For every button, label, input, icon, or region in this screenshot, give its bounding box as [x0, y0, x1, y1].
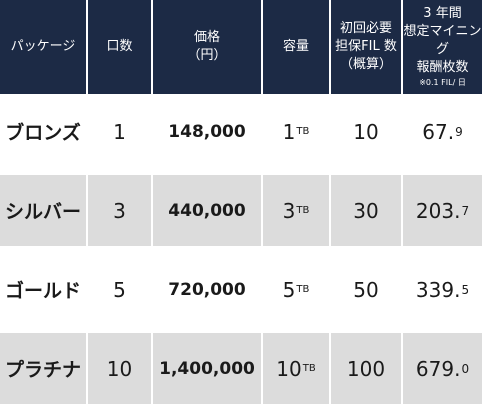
row-bronze-reward-dec: 9	[455, 124, 463, 139]
header-units: 口数	[88, 0, 151, 94]
row-gold-fil: 50	[331, 254, 401, 325]
row-separator	[88, 248, 151, 252]
row-silver-capacity: 3 TB	[263, 175, 329, 246]
row-gold-reward-dec: 5	[461, 282, 470, 297]
row-gold-units: 5	[88, 254, 151, 325]
row-separator	[88, 327, 151, 331]
row-platinum-reward: 679. 0	[403, 333, 482, 404]
row-separator	[153, 169, 261, 173]
row-bronze-reward: 67. 9	[403, 96, 482, 167]
header-price: 価格 （円）	[153, 0, 261, 94]
row-gold-reward: 339. 5	[403, 254, 482, 325]
row-bronze-fil: 10	[331, 96, 401, 167]
row-silver-units: 3	[88, 175, 151, 246]
row-silver-reward-dec: 7	[461, 203, 470, 218]
header-reward-note: ※0.1 FIL/ 日	[419, 78, 466, 87]
row-separator	[153, 248, 261, 252]
row-bronze-capacity-value: 1	[282, 119, 296, 144]
row-platinum-name: プラチナ	[0, 333, 86, 404]
row-separator	[403, 169, 482, 173]
row-separator	[0, 248, 86, 252]
row-separator	[263, 327, 329, 331]
header-capacity: 容量	[263, 0, 329, 94]
row-silver-reward: 203. 7	[403, 175, 482, 246]
row-separator	[331, 248, 401, 252]
header-units-label: 口数	[106, 39, 133, 54]
header-capacity-label: 容量	[282, 39, 309, 54]
row-platinum-capacity-value: 10	[276, 356, 302, 381]
row-platinum-fil: 100	[331, 333, 401, 404]
row-separator	[403, 248, 482, 252]
row-platinum-price: 1,400,000	[153, 333, 261, 404]
header-price-line2: （円）	[187, 48, 227, 63]
header-reward: 3 年間 想定マイニング 報酬枚数 ※0.1 FIL/ 日	[403, 0, 482, 94]
header-reward-line3: 報酬枚数	[416, 60, 469, 75]
row-silver-price: 440,000	[153, 175, 261, 246]
row-silver-fil: 30	[331, 175, 401, 246]
row-separator	[403, 327, 482, 331]
row-separator	[263, 169, 329, 173]
row-platinum-reward-int: 679.	[415, 356, 461, 381]
row-bronze-capacity-unit: TB	[296, 126, 310, 137]
row-platinum-capacity: 10 TB	[263, 333, 329, 404]
row-separator	[0, 169, 86, 173]
row-silver-capacity-unit: TB	[296, 205, 310, 216]
row-platinum-units: 10	[88, 333, 151, 404]
row-gold-capacity: 5 TB	[263, 254, 329, 325]
header-fil: 初回必要 担保FIL 数 （概算）	[331, 0, 401, 94]
row-bronze-name: ブロンズ	[0, 96, 86, 167]
row-gold-capacity-unit: TB	[296, 284, 310, 295]
row-separator	[331, 327, 401, 331]
header-fil-line2: 担保FIL 数	[335, 39, 397, 54]
row-silver-reward-int: 203.	[415, 198, 461, 223]
row-bronze-price: 148,000	[153, 96, 261, 167]
row-gold-price: 720,000	[153, 254, 261, 325]
header-fil-line1: 初回必要	[339, 21, 392, 36]
row-gold-reward-int: 339.	[415, 277, 461, 302]
row-separator	[153, 327, 261, 331]
row-silver-name: シルバー	[0, 175, 86, 246]
header-reward-line1: 3 年間	[423, 6, 462, 21]
row-platinum-reward-dec: 0	[461, 361, 470, 376]
row-platinum-capacity-unit: TB	[302, 363, 316, 374]
header-package-label: パッケージ	[10, 39, 76, 54]
row-separator	[88, 169, 151, 173]
row-gold-name: ゴールド	[0, 254, 86, 325]
row-bronze-units: 1	[88, 96, 151, 167]
row-bronze-capacity: 1 TB	[263, 96, 329, 167]
row-separator	[331, 169, 401, 173]
row-gold-capacity-value: 5	[282, 277, 296, 302]
header-price-line1: 価格	[193, 30, 220, 45]
row-bronze-reward-int: 67.	[422, 119, 455, 144]
header-fil-line3: （概算）	[339, 57, 392, 72]
row-separator	[0, 327, 86, 331]
row-silver-capacity-value: 3	[282, 198, 296, 223]
row-separator	[263, 248, 329, 252]
header-reward-line2: 想定マイニング	[403, 24, 482, 57]
header-package: パッケージ	[0, 0, 86, 94]
